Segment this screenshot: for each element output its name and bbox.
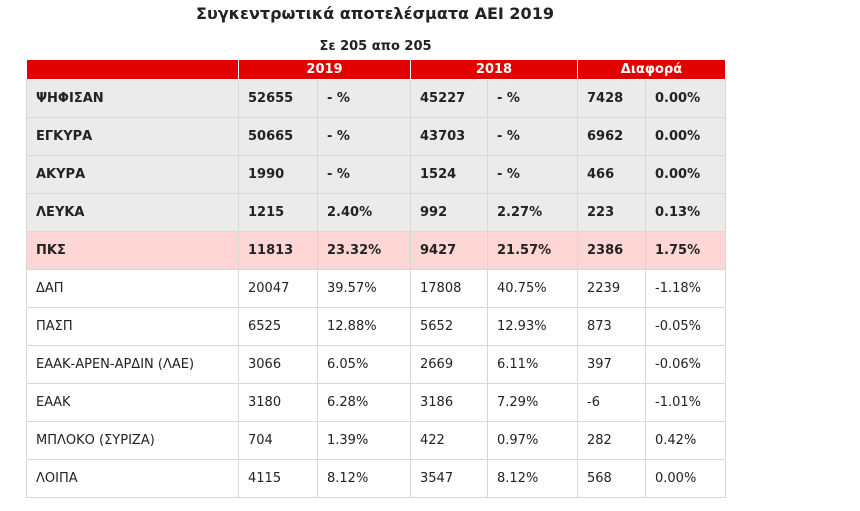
cell: 223 [577,193,646,232]
cell: 2239 [577,269,646,308]
results-table: 2019 2018 Διαφορά ΨΗΦΙΣΑΝ 52655- % 45227- % 7… [26,59,726,498]
cell: 568 [577,459,646,498]
cell: 1990 [238,155,318,194]
cell: 704 [238,421,318,460]
cell: 0.42% [645,421,726,460]
row-label: ΕΑΑΚ-ΑΡΕΝ-ΑΡΔΙΝ (ΛΑΕ) [26,345,239,384]
cell: - % [487,155,578,194]
row-label: ΨΗΦΙΣΑΝ [26,79,239,118]
cell: 992 [410,193,488,232]
cell: 873 [577,307,646,346]
cell: 23.32% [317,231,411,270]
row-label: ΛΟΙΠΑ [26,459,239,498]
cell: 7.29% [487,383,578,422]
table-row: ΠΑΣΠ 6525 12.88% 5652 12.93% 873 -0.05% [26,307,726,346]
cell: - % [317,155,411,194]
row-label: ΕΓΚΥΡΑ [26,117,239,156]
table-row: ΜΠΛΟΚΟ (ΣΥΡΙΖΑ) 704 1.39% 422 0.97% 282 0.42% [26,421,726,460]
cell: -6 [577,383,646,422]
table-row: ΕΑΑΚ 3180 6.28% 3186 7.29% -6 -1.01% [26,383,726,422]
cell: 45227 [410,79,488,118]
cell: 1.75% [645,231,726,270]
header-row: 2019 2018 Διαφορά [26,59,726,80]
cell: 0.97% [487,421,578,460]
cell: 9427 [410,231,488,270]
column-header: 2018 [410,59,578,80]
row-label: ΔΑΠ [26,269,239,308]
cell: 2.27% [487,193,578,232]
cell: 3180 [238,383,318,422]
row-label: ΠΑΣΠ [26,307,239,346]
subtitle: Σε 205 απο 205 [319,39,432,54]
table-row: ΔΑΠ 20047 39.57% 17808 40.75% 2239 -1.18% [26,269,726,308]
cell: 0.00% [645,155,726,194]
cell: 397 [577,345,646,384]
cell: 21.57% [487,231,578,270]
cell: 6.11% [487,345,578,384]
cell: 3547 [410,459,488,498]
cell: 12.93% [487,307,578,346]
cell: 17808 [410,269,488,308]
row-label: ΑΚΥΡΑ [26,155,239,194]
cell: - % [317,79,411,118]
title: Συγκεντρωτικά αποτελέσματα ΑΕΙ 2019 [196,4,554,23]
cell: 2386 [577,231,646,270]
cell: 50665 [238,117,318,156]
cell: 0.00% [645,117,726,156]
cell: 39.57% [317,269,411,308]
cell: 0.13% [645,193,726,232]
cell: -0.05% [645,307,726,346]
cell: 52655 [238,79,318,118]
cell: 6525 [238,307,318,346]
cell: -0.06% [645,345,726,384]
cell: 1524 [410,155,488,194]
cell: 8.12% [317,459,411,498]
cell: 2669 [410,345,488,384]
row-label: ΜΠΛΟΚΟ (ΣΥΡΙΖΑ) [26,421,239,460]
cell: 6.28% [317,383,411,422]
cell: 43703 [410,117,488,156]
table-row: ΑΚΥΡΑ 1990- % 1524- % 466 0.00% [26,155,726,194]
cell: 282 [577,421,646,460]
cell: 6.05% [317,345,411,384]
cell: 3066 [238,345,318,384]
table-row: ΛΕΥΚΑ 1215 2.40% 992 2.27% 223 0.13% [26,193,726,232]
cell: 20047 [238,269,318,308]
cell: 422 [410,421,488,460]
table-row: ΛΟΙΠΑ 4115 8.12% 3547 8.12% 568 0.00% [26,459,726,498]
cell: -1.18% [645,269,726,308]
cell: 12.88% [317,307,411,346]
cell: - % [317,117,411,156]
cell: 1.39% [317,421,411,460]
row-label: ΠΚΣ [26,231,239,270]
cell: -1.01% [645,383,726,422]
cell: 8.12% [487,459,578,498]
cell: 5652 [410,307,488,346]
cell: - % [487,79,578,118]
header-cell [26,59,239,80]
column-header: 2019 [238,59,411,80]
cell: 6962 [577,117,646,156]
cell: 7428 [577,79,646,118]
cell: - % [487,117,578,156]
cell: 466 [577,155,646,194]
cell: 1215 [238,193,318,232]
cell: 11813 [238,231,318,270]
cell: 2.40% [317,193,411,232]
column-header: Διαφορά [577,59,726,80]
table-row: ΨΗΦΙΣΑΝ 52655- % 45227- % 7428 0.00% [26,79,726,118]
cell: 3186 [410,383,488,422]
table-row: ΠΚΣ 11813 23.32% 9427 21.57% 2386 1.75% [26,231,726,270]
cell: 0.00% [645,459,726,498]
cell: 0.00% [645,79,726,118]
row-label: ΕΑΑΚ [26,383,239,422]
table-row: ΕΑΑΚ-ΑΡΕΝ-ΑΡΔΙΝ (ΛΑΕ) 3066 6.05% 2669 6.11% 3… [26,345,726,384]
cell: 4115 [238,459,318,498]
row-label: ΛΕΥΚΑ [26,193,239,232]
cell: 40.75% [487,269,578,308]
table-row: ΕΓΚΥΡΑ 50665- % 43703- % 6962 0.00% [26,117,726,156]
